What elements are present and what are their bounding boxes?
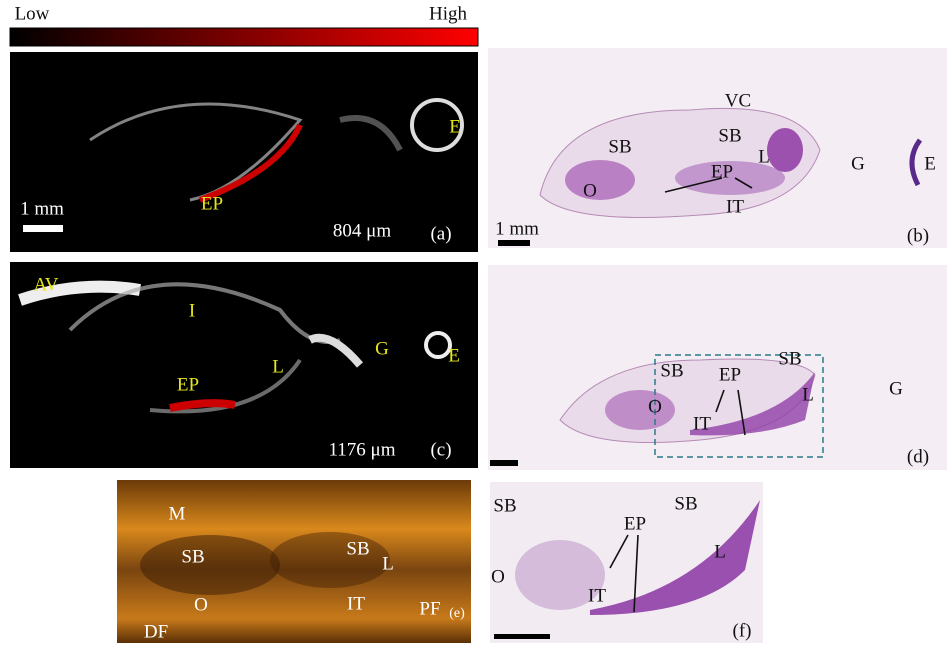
label: SB — [778, 348, 801, 369]
panel-letter: (e) — [449, 606, 465, 621]
label: SB — [181, 546, 204, 567]
label: AV — [34, 274, 59, 295]
label: G — [889, 378, 903, 399]
label: L — [802, 384, 814, 405]
depth: 804 μm — [333, 220, 391, 241]
label: IT — [726, 196, 744, 217]
label: O — [648, 396, 662, 417]
label: DF — [144, 621, 168, 642]
label: VC — [725, 90, 751, 111]
panel-letter: (b) — [907, 225, 929, 246]
panel-letter: (f) — [733, 620, 752, 641]
label: O — [194, 594, 208, 615]
label: L — [382, 553, 394, 574]
label: E — [449, 116, 461, 137]
label: L — [714, 541, 726, 562]
label: E — [924, 153, 936, 174]
label: SB — [608, 136, 631, 157]
label: IT — [588, 585, 606, 606]
scale-label: 1 mm — [20, 198, 64, 219]
label: I — [189, 300, 195, 321]
label: EP — [719, 364, 741, 385]
panel-letter: (a) — [430, 223, 451, 244]
label: IT — [347, 593, 365, 614]
label: L — [758, 146, 770, 167]
label: L — [272, 356, 284, 377]
label: EP — [201, 193, 223, 214]
panel-b: VC SB SB L G E EP O IT 1 mm (b) — [488, 48, 947, 248]
panel-letter: (d) — [907, 446, 929, 467]
label: IT — [693, 413, 711, 434]
colorbar-high: High — [429, 3, 468, 24]
label: O — [583, 180, 597, 201]
label: SB — [718, 125, 741, 146]
panel-f: SB SB EP L O IT (f) — [490, 482, 763, 643]
label: SB — [346, 538, 369, 559]
label: M — [169, 503, 186, 524]
figure: Low High E EP 1 mm 804 μm (a) VC SB SB L… — [0, 0, 949, 645]
label: G — [851, 153, 865, 174]
panel-letter: (c) — [430, 439, 451, 460]
label: SB — [674, 493, 697, 514]
panel-a: E EP 1 mm 804 μm (a) — [10, 52, 478, 252]
label: SB — [493, 495, 516, 516]
panel-e: M SB SB L O IT PF DF (e) — [117, 480, 471, 643]
colorbar — [10, 28, 478, 46]
label: EP — [711, 161, 733, 182]
depth: 1176 μm — [328, 439, 395, 460]
panel-c: AV I E G L EP 1176 μm (c) — [10, 262, 478, 468]
panel-d: SB SB EP L O IT G (d) — [488, 265, 947, 470]
label: EP — [177, 374, 199, 395]
scale-label: 1 mm — [495, 218, 539, 239]
label: E — [448, 345, 460, 366]
label: SB — [660, 360, 683, 381]
label: G — [375, 338, 389, 359]
label: O — [491, 566, 505, 587]
colorbar-low: Low — [15, 3, 50, 24]
label: EP — [624, 513, 646, 534]
label: PF — [419, 598, 440, 619]
